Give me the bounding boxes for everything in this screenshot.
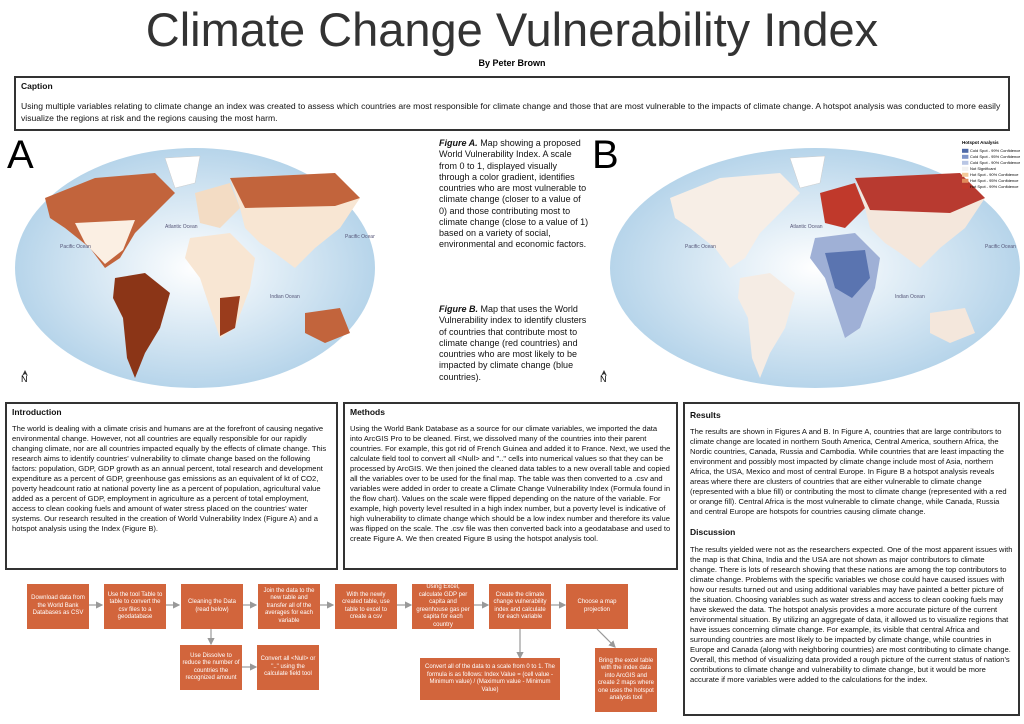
section-heading: Methods [350,407,385,417]
south-america [738,273,795,378]
russia [230,173,360,208]
legend-swatch [962,166,969,171]
central-africa [825,250,870,298]
ocean-label: Atlantic Ocean [165,224,198,230]
map-letter: A [7,138,34,177]
legend-label: Cold Spot - 95% Confidence [970,154,1020,159]
north-arrow: N [600,374,607,384]
methods: Methods Using the World Bank Database as… [343,402,678,570]
caption-text: Using multiple variables relating to cli… [21,101,1001,123]
greenland [164,155,201,189]
introduction: Introduction The world is dealing with a… [5,402,338,570]
flow-step: Choose a map projection [566,584,628,629]
caption-box: Caption Using multiple variables relatin… [14,76,1010,131]
legend-label: Cold Spot - 90% Confidence [970,160,1020,165]
map-b: B Pacific Ocean Atlantic Ocean Indian Oc… [592,138,1020,388]
flow-step: Create the climate change vulnerability … [489,584,551,629]
figure-b: Figure B. Map that uses the World Vulner… [439,304,589,383]
caption-heading: Caption [21,81,53,91]
legend-swatch [962,154,969,159]
figure-text: Map that uses the World Vulnerability in… [439,304,587,382]
figure-a: Figure A. Map showing a proposed World V… [439,138,589,251]
legend-label: Hot Spot - 99% Confidence [970,184,1019,189]
map-a: A Pacific Ocean Atlantic Ocean Indian Oc… [7,138,375,388]
flowchart-arrows [89,601,616,671]
flow-step: Use Dissolve to reduce the number of cou… [180,645,242,690]
legend-swatch [962,184,969,189]
europe [195,183,240,228]
greenland [789,155,826,189]
results: Results The results are shown in Figures… [683,402,1020,716]
flow-step: With the newly created table, use table … [335,584,397,629]
legend-title: Hotspot Analysis [962,140,999,145]
flow-step: Bring the excel table with the index dat… [595,648,657,712]
usa [75,220,135,264]
ocean-label: Pacific Ocean [985,244,1016,250]
section-text: The results are shown in Figures A and B… [690,427,1007,517]
flow-step: Convert all <Null> or ".." using the cal… [257,645,319,690]
australia [930,308,975,343]
author: By Peter Brown [478,58,546,68]
figure-text: Map showing a proposed World Vulnerabili… [439,138,589,250]
north-arrow: N [21,374,28,384]
legend-label: Not Significant [970,166,997,171]
section-text: The world is dealing with a climate cris… [12,424,327,534]
legend-label: Hot Spot - 90% Confidence [970,172,1019,177]
section-text: Using the World Bank Database as a sourc… [350,424,671,544]
legend-label: Cold Spot - 99% Confidence [970,148,1020,153]
legend-label: Hot Spot - 95% Confidence [970,178,1019,183]
legend-swatch [962,160,969,165]
flow-step: Cleaning the Data (read below) [181,584,243,629]
australia [305,308,350,343]
figure-label: Figure A. [439,138,478,148]
section-heading: Introduction [12,407,62,417]
section-text: The results yielded were not as the rese… [690,544,1013,684]
legend-swatch [962,178,969,183]
section-heading: Discussion [690,527,736,538]
legend-swatch [962,148,969,153]
europe [820,183,865,228]
ocean-label: Indian Ocean [270,294,300,300]
ocean-label: Pacific Ocean [60,244,91,250]
north-america [45,173,175,268]
flow-step: Join the data to the new table and trans… [258,584,320,629]
figure-label: Figure B. [439,304,479,314]
section-heading: Results [690,410,721,420]
map-letter: B [592,138,619,177]
legend-swatch [962,172,969,177]
north-america [670,173,800,268]
ocean-label: Atlantic Ocean [790,224,823,230]
title: Climate Change Vulnerability Index [145,3,879,56]
flow-step: Use the tool Table to table to convert t… [104,584,166,629]
ocean-label: Indian Ocean [895,294,925,300]
ocean-label: Pacific Ocean [685,244,716,250]
russia [855,173,985,213]
flow-step: Using Excel, calculate GDP per capita an… [412,584,474,629]
ocean-label: Pacific Ocean [345,234,375,240]
flow-step: Download data from the World Bank Databa… [27,584,89,629]
south-america [113,273,170,378]
flow-step: Convert all of the data to a scale from … [420,658,560,700]
southern-africa [220,296,240,336]
